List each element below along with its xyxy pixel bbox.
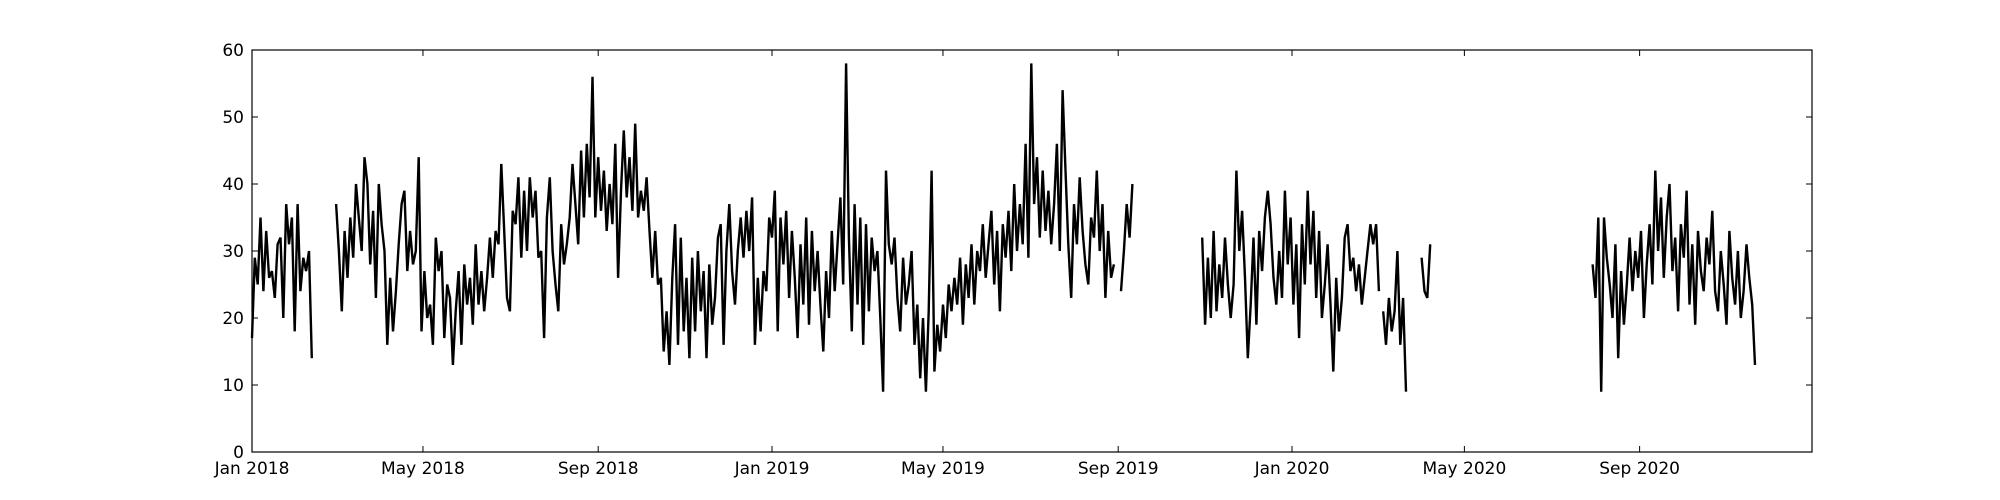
x-tick-label: May 2020	[1422, 459, 1506, 479]
y-tick-label: 20	[222, 309, 244, 329]
series-line-segment	[1119, 183, 1134, 292]
y-tick-label: 10	[222, 376, 244, 396]
x-tick-label: Jan 2020	[1254, 459, 1330, 479]
series-line-segment	[1591, 170, 1757, 392]
series-line-segment	[250, 204, 313, 359]
x-tick-label: Sep 2018	[558, 459, 639, 479]
x-tick-label: Sep 2019	[1078, 459, 1159, 479]
series-line-segment	[1201, 170, 1381, 372]
x-tick-label: Sep 2020	[1599, 459, 1680, 479]
x-tick-label: May 2018	[381, 459, 465, 479]
y-tick-label: 50	[222, 108, 244, 128]
x-tick-label: May 2019	[901, 459, 985, 479]
y-tick-label: 60	[222, 41, 244, 61]
x-tick-label: Jan 2018	[214, 459, 290, 479]
y-tick-label: 0	[233, 443, 244, 463]
axis-ticks	[251, 49, 1812, 453]
series-line-segment	[1420, 244, 1432, 299]
series-layer	[250, 63, 1757, 392]
y-tick-label: 40	[222, 175, 244, 195]
x-tick-label: Jan 2019	[734, 459, 810, 479]
series-line-segment	[334, 63, 1116, 392]
y-tick-label: 30	[222, 242, 244, 262]
series-line-segment	[1382, 250, 1408, 392]
axis-tick-labels: Jan 2018 May 2018 Sep 2018 Jan 2019 May 2019…	[214, 41, 1680, 479]
